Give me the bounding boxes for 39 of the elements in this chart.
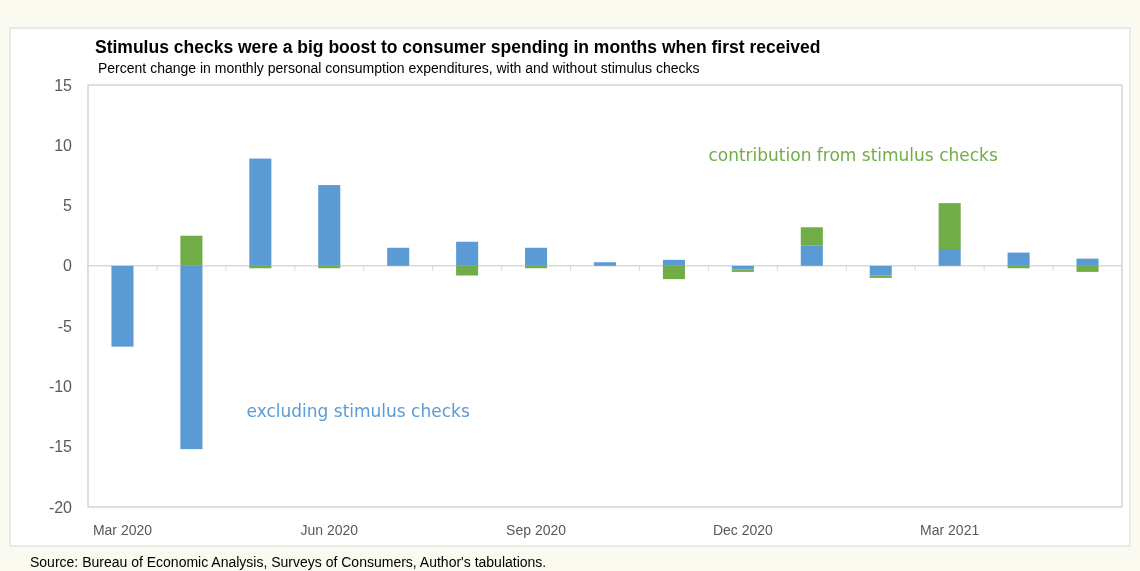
chart-subtitle: Percent change in monthly personal consumption expenditures, with and without stimulus checks bbox=[98, 60, 700, 76]
text: contribution from stimulus checks bbox=[708, 144, 998, 165]
y-tick-label: -5 bbox=[57, 317, 73, 335]
y-tick-label: -10 bbox=[48, 378, 73, 396]
bar bbox=[387, 247, 410, 266]
bar bbox=[111, 265, 134, 347]
bar bbox=[662, 259, 685, 266]
bar bbox=[1076, 258, 1099, 266]
text: excluding stimulus checks bbox=[246, 400, 470, 421]
bar bbox=[456, 265, 479, 276]
x-tick-label: Mar 2020 bbox=[92, 522, 153, 538]
bar bbox=[318, 185, 341, 266]
bar bbox=[800, 245, 823, 266]
bar bbox=[1076, 265, 1099, 272]
bar bbox=[869, 265, 892, 276]
x-tick-label: Sep 2020 bbox=[506, 522, 567, 538]
x-tick-label: Dec 2020 bbox=[712, 522, 774, 538]
bar bbox=[938, 203, 961, 249]
bar bbox=[938, 248, 961, 266]
y-tick-label: 10 bbox=[54, 136, 73, 154]
bar bbox=[249, 158, 272, 266]
bar bbox=[731, 269, 754, 272]
bar bbox=[525, 247, 548, 266]
bar bbox=[593, 262, 617, 266]
bar bbox=[180, 265, 203, 450]
y-tick-label: -20 bbox=[48, 498, 73, 516]
x-tick-label: Jun 2020 bbox=[300, 522, 359, 538]
bar bbox=[180, 235, 203, 266]
bar bbox=[800, 227, 823, 246]
y-tick-label: 0 bbox=[63, 257, 73, 275]
bar bbox=[456, 241, 479, 266]
bar bbox=[1007, 252, 1030, 266]
y-tick-label: 15 bbox=[54, 76, 73, 94]
y-tick-label: 5 bbox=[63, 197, 73, 215]
chart-title: Stimulus checks were a big boost to consumer spending in months when first received bbox=[95, 37, 821, 57]
y-tick-label: -15 bbox=[48, 438, 73, 456]
source-note: Source: Bureau of Economic Analysis, Surveys of Consumers, Author's tabulations. bbox=[30, 554, 547, 570]
x-tick-label: Mar 2021 bbox=[920, 522, 980, 538]
bar bbox=[662, 265, 685, 280]
